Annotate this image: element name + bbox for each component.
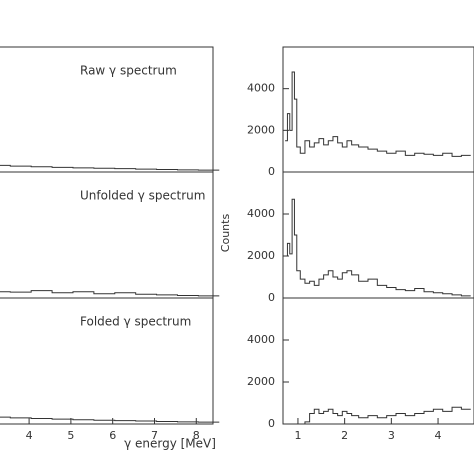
panel-label: Raw γ spectrum [80,64,177,78]
x-tick-label: 6 [109,429,116,442]
panel-frame [0,297,214,425]
y-tick-label: 4000 [247,82,275,95]
y-tick-label: 2000 [247,375,275,388]
y-tick-label: 2000 [247,123,275,136]
spectrum [285,71,471,157]
x-tick-label: 4 [435,429,442,442]
x-tick-label: 1 [294,429,301,442]
x-tick-label: 5 [67,429,74,442]
y-tick-label: 4000 [247,333,275,346]
spectrum [0,164,220,171]
x-tick-label: 4 [26,429,33,442]
x-tick-label: 3 [388,429,395,442]
y-tick-label: 4000 [247,207,275,220]
y-tick-label: 0 [268,165,275,178]
x-tick-label: 7 [151,429,158,442]
panel-label: Folded γ spectrum [80,315,191,329]
spectrum [0,416,220,423]
y-axis-label: Counts [219,214,232,253]
panel-frame [282,171,474,299]
x-tick-label: 2 [341,429,348,442]
x-axis-label: γ energy [MeV] [124,437,216,451]
panel-frame [282,297,474,425]
spectrum [0,290,220,297]
panel-label: Unfolded γ spectrum [80,189,205,203]
y-tick-label: 2000 [247,249,275,262]
y-tick-label: 0 [268,417,275,430]
spectrum [285,198,471,297]
x-tick-label: 8 [193,429,200,442]
spectrum [285,406,471,425]
y-tick-label: 0 [268,291,275,304]
